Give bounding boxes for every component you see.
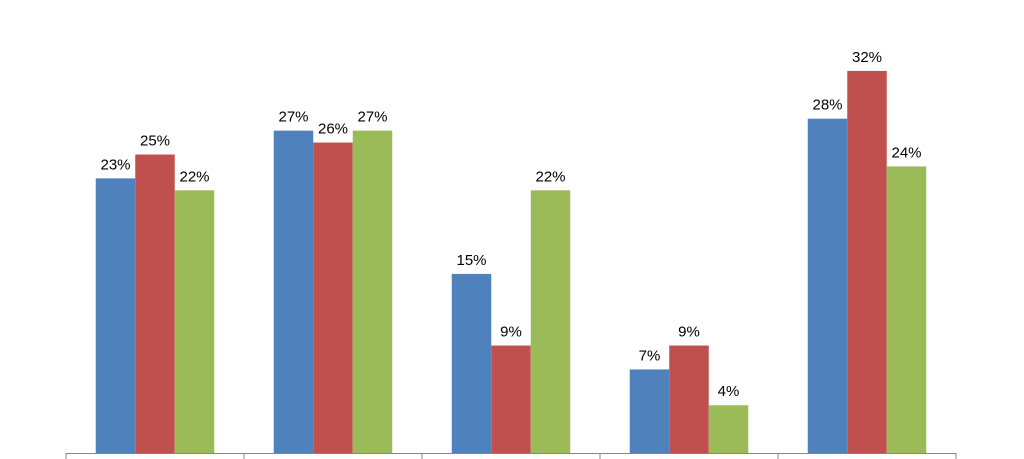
bar xyxy=(135,154,175,453)
data-label: 22% xyxy=(179,168,209,185)
bar xyxy=(273,130,314,453)
bar xyxy=(807,118,848,454)
data-label: 26% xyxy=(318,121,348,138)
bar xyxy=(708,405,749,453)
data-label: 9% xyxy=(500,324,522,341)
data-label: 28% xyxy=(812,97,842,114)
data-label: 32% xyxy=(852,49,882,66)
data-label: 15% xyxy=(456,252,486,269)
data-label: 23% xyxy=(100,156,130,173)
bar xyxy=(174,190,215,453)
bar xyxy=(669,345,709,453)
bar xyxy=(95,178,136,453)
bar xyxy=(886,166,927,453)
data-label: 7% xyxy=(639,347,661,364)
data-label: 4% xyxy=(718,383,740,400)
bar xyxy=(847,70,887,454)
bar xyxy=(313,142,353,453)
bar xyxy=(629,369,670,453)
bar xyxy=(530,190,571,453)
data-label: 27% xyxy=(357,109,387,126)
data-label: 24% xyxy=(891,144,921,161)
bar xyxy=(352,130,393,453)
data-label: 9% xyxy=(678,324,700,341)
data-label: 22% xyxy=(535,168,565,185)
data-label: 27% xyxy=(278,109,308,126)
bar xyxy=(491,345,531,453)
data-label: 25% xyxy=(140,132,170,149)
bar xyxy=(451,273,492,453)
